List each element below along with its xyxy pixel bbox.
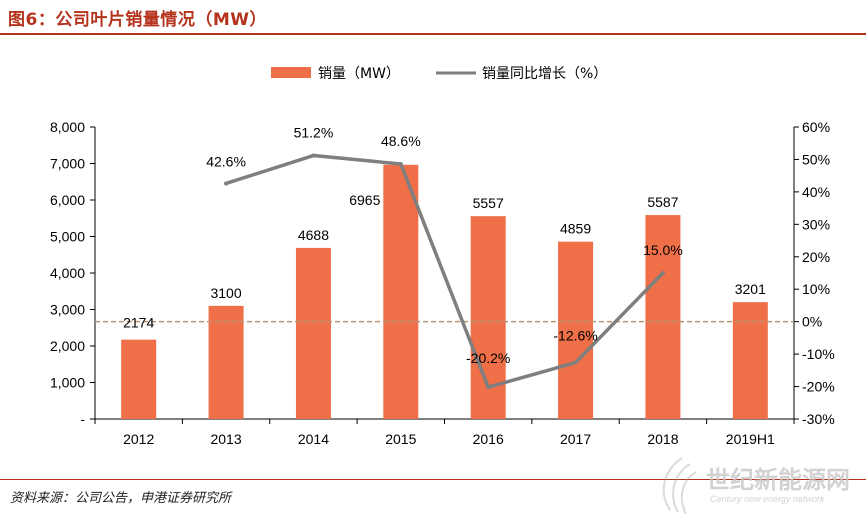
bar-sales (208, 305, 244, 419)
footer-divider (0, 479, 866, 480)
source-note: 资料来源：公司公告，申港证券研究所 (10, 491, 232, 506)
right-y-tick-label: 40% (802, 184, 830, 200)
bar-value-label: 4688 (298, 227, 329, 243)
right-y-tick-label: 20% (802, 249, 830, 265)
x-tick-label: 2016 (473, 431, 504, 447)
left-y-tick-label: 5,000 (50, 229, 85, 245)
bar-sales (732, 302, 768, 419)
left-y-tick-label: 4,000 (50, 265, 85, 281)
legend-swatch-bar (271, 67, 311, 78)
right-y-tick-label: -20% (802, 379, 835, 395)
x-tick-label: 2019H1 (726, 431, 775, 447)
left-y-tick-label: 6,000 (50, 192, 85, 208)
bar-value-label: 3100 (210, 285, 241, 301)
growth-rate-point (398, 161, 403, 166)
growth-rate-point (311, 153, 316, 158)
bar-sales (121, 339, 157, 419)
watermark-subtext: Century new energy network (710, 494, 825, 504)
left-y-tick-label: - (80, 411, 85, 427)
bar-sales (558, 241, 594, 419)
x-tick-label: 2014 (298, 431, 329, 447)
bar-value-label: 4859 (560, 221, 591, 237)
growth-rate-label: 42.6% (206, 153, 246, 169)
growth-rate-point (573, 360, 578, 365)
bar-value-label: 3201 (735, 281, 766, 297)
x-tick-label: 2012 (123, 431, 154, 447)
bar-sales (645, 215, 681, 419)
watermark-logo: 世纪新能源网 Century new energy network (662, 457, 850, 515)
watermark-text: 世纪新能源网 (706, 466, 850, 494)
figure-title: 图6：公司叶片销量情况（MW） (8, 10, 267, 30)
bar-value-label: 5587 (647, 194, 678, 210)
right-y-tick-label: 10% (802, 281, 830, 297)
growth-rate-label: 51.2% (294, 125, 334, 141)
growth-rate-label: 48.6% (381, 133, 421, 149)
growth-rate-label: 15.0% (643, 242, 683, 258)
right-y-tick-label: 50% (802, 151, 830, 167)
left-y-tick-label: 7,000 (50, 156, 85, 172)
right-y-tick-label: -30% (802, 411, 835, 427)
left-y-tick-label: 3,000 (50, 302, 85, 318)
x-tick-label: 2015 (385, 431, 416, 447)
growth-rate-point (224, 181, 229, 186)
growth-rate-label: -12.6% (553, 328, 597, 344)
left-y-tick-label: 8,000 (50, 119, 85, 135)
growth-rate-point (486, 385, 491, 390)
growth-rate-line (225, 153, 665, 389)
right-y-tick-label: 60% (802, 119, 830, 135)
right-y-tick-label: -10% (802, 346, 835, 362)
left-y-tick-label: 1,000 (50, 375, 85, 391)
left-y-tick-label: 2,000 (50, 338, 85, 354)
legend-label-line: 销量同比增长（%） (482, 66, 607, 82)
legend-label-bar: 销量（MW） (318, 66, 400, 82)
bar-value-label: 5557 (473, 195, 504, 211)
growth-rate-point (660, 271, 665, 275)
x-tick-label: 2018 (647, 431, 678, 447)
right-y-tick-label: 30% (802, 216, 830, 232)
growth-rate-label: -20.2% (466, 350, 510, 366)
bar-value-label: 6965 (349, 192, 380, 208)
x-tick-label: 2017 (560, 431, 591, 447)
right-y-tick-label: 0% (802, 314, 822, 330)
bar-sales (295, 247, 331, 419)
x-tick-label: 2013 (210, 431, 241, 447)
title-divider (0, 33, 866, 35)
bar-line-chart: - 1,000 2,000 3,000 4,000 5,000 6,000 7,000 8,00… (50, 66, 835, 447)
bar-value-label: 2174 (123, 315, 154, 331)
bar-sales (383, 164, 419, 419)
